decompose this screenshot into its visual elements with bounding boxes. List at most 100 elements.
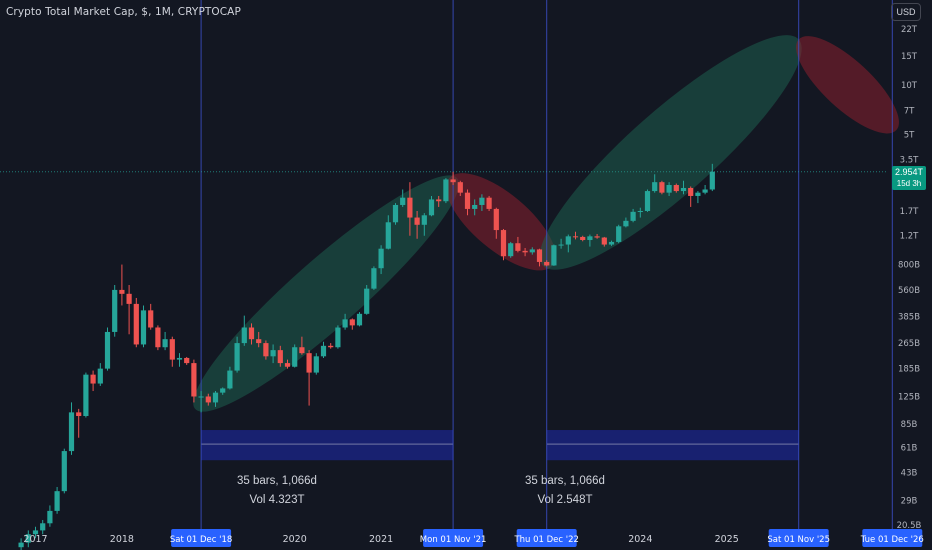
candle-body	[544, 261, 550, 266]
candle-body	[457, 182, 463, 193]
time-tick-label: 2025	[715, 534, 739, 545]
candle-body	[616, 226, 622, 242]
candle-body	[263, 343, 269, 357]
candle-body	[428, 199, 435, 216]
candle-body	[104, 331, 111, 369]
candle-body	[68, 412, 75, 452]
candle-body	[522, 250, 528, 253]
price-tick-label: 185B	[898, 365, 920, 375]
candle-body	[270, 350, 276, 357]
candle-body	[212, 392, 219, 403]
candle-body	[349, 319, 355, 326]
candle-body	[479, 197, 485, 205]
candle-body	[688, 187, 694, 196]
candle-body	[148, 310, 154, 328]
bull-ellipse-2	[539, 35, 802, 270]
price-tick-label: 800B	[898, 261, 920, 271]
candle-body	[637, 210, 643, 212]
time-marker-label: Thu 01 Dec '22	[513, 535, 579, 545]
candle-body	[508, 243, 514, 257]
candle-body	[90, 374, 96, 384]
price-tick-label: 22T	[901, 25, 918, 35]
price-tick-label: 125B	[898, 393, 920, 403]
candle-body	[306, 353, 312, 373]
candle-body	[320, 345, 327, 357]
price-tick-label: 560B	[898, 286, 920, 296]
measure-bars: 35 bars, 1,066d	[237, 475, 317, 487]
candle-body	[601, 237, 607, 245]
price-tick-label: 10T	[901, 81, 918, 91]
candle-body	[529, 249, 535, 253]
candle-body	[536, 249, 543, 262]
candle-body	[356, 313, 363, 326]
candle-body	[335, 327, 341, 348]
candle-body	[551, 245, 557, 266]
candle-body	[248, 327, 255, 340]
candle-body	[572, 236, 579, 238]
candle-body	[673, 185, 679, 192]
candle-body	[119, 289, 125, 294]
candle-body	[364, 288, 370, 314]
candle-body	[140, 310, 147, 345]
candle-body	[169, 339, 175, 360]
currency-button[interactable]: USD	[891, 3, 921, 21]
candle-body	[184, 357, 190, 364]
time-marker-box	[516, 529, 577, 547]
candle-body	[436, 199, 442, 202]
candle-body	[76, 412, 82, 417]
ellipse-drawings	[193, 35, 899, 412]
candle-body	[205, 396, 211, 403]
range-box	[201, 430, 454, 461]
bear-ellipse-1	[446, 173, 556, 271]
candle-body	[126, 293, 132, 304]
candle-body	[400, 197, 406, 205]
candle-body	[61, 451, 67, 492]
candle-body	[241, 327, 247, 344]
measure-label-1: 35 bars, 1,066d Vol 4.323T	[207, 472, 347, 510]
price-tick-label: 1.2T	[900, 232, 920, 242]
time-marker-label: Tue 01 Dec '26	[860, 535, 924, 545]
price-tick-label: 61B	[901, 443, 918, 453]
candle-body	[443, 179, 449, 202]
candle-body	[472, 204, 478, 209]
candle-body	[83, 374, 89, 417]
candle-body	[500, 230, 507, 257]
candle-body	[486, 197, 492, 209]
time-axis[interactable]: 2017201820202021202420252028	[23, 534, 932, 545]
time-marker-label: Mon 01 Nov '21	[420, 535, 487, 545]
candle-body	[407, 197, 413, 218]
candle-body	[97, 368, 103, 384]
price-tick-label: 85B	[901, 420, 918, 430]
candle-body	[18, 542, 24, 548]
time-marker-box	[423, 529, 484, 547]
candle-body	[47, 510, 53, 524]
candle-body	[299, 347, 305, 354]
candle-body	[695, 192, 701, 196]
price-tick-label: 3.5T	[900, 156, 920, 166]
candlestick-series[interactable]	[18, 163, 715, 550]
candle-body	[277, 350, 283, 364]
candle-body	[558, 244, 564, 246]
measure-bars: 35 bars, 1,066d	[525, 475, 605, 487]
candle-body	[328, 345, 334, 348]
time-tick-label: 2018	[110, 534, 134, 545]
time-marker-label: Sat 01 Nov '25	[767, 535, 830, 545]
bar-countdown: 15d 3h	[896, 179, 922, 188]
candle-body	[450, 179, 456, 183]
candle-body	[565, 236, 571, 245]
candle-body	[25, 534, 31, 543]
range-box	[546, 430, 799, 461]
candle-body	[630, 211, 636, 221]
candle-body	[378, 248, 384, 269]
price-axis[interactable]: 22T15T10T7T5T3.5T2.5T1.7T1.2T800B560B385…	[897, 25, 922, 531]
bear-ellipse-2	[796, 36, 899, 134]
price-tick-label: 43B	[901, 468, 918, 478]
price-tick-label: 385B	[898, 313, 920, 323]
candle-body	[385, 222, 391, 249]
candle-body	[32, 530, 39, 535]
candle-body	[493, 208, 499, 231]
candle-body	[392, 204, 399, 223]
candle-body	[234, 343, 240, 371]
price-tick-label: 29B	[901, 496, 918, 506]
